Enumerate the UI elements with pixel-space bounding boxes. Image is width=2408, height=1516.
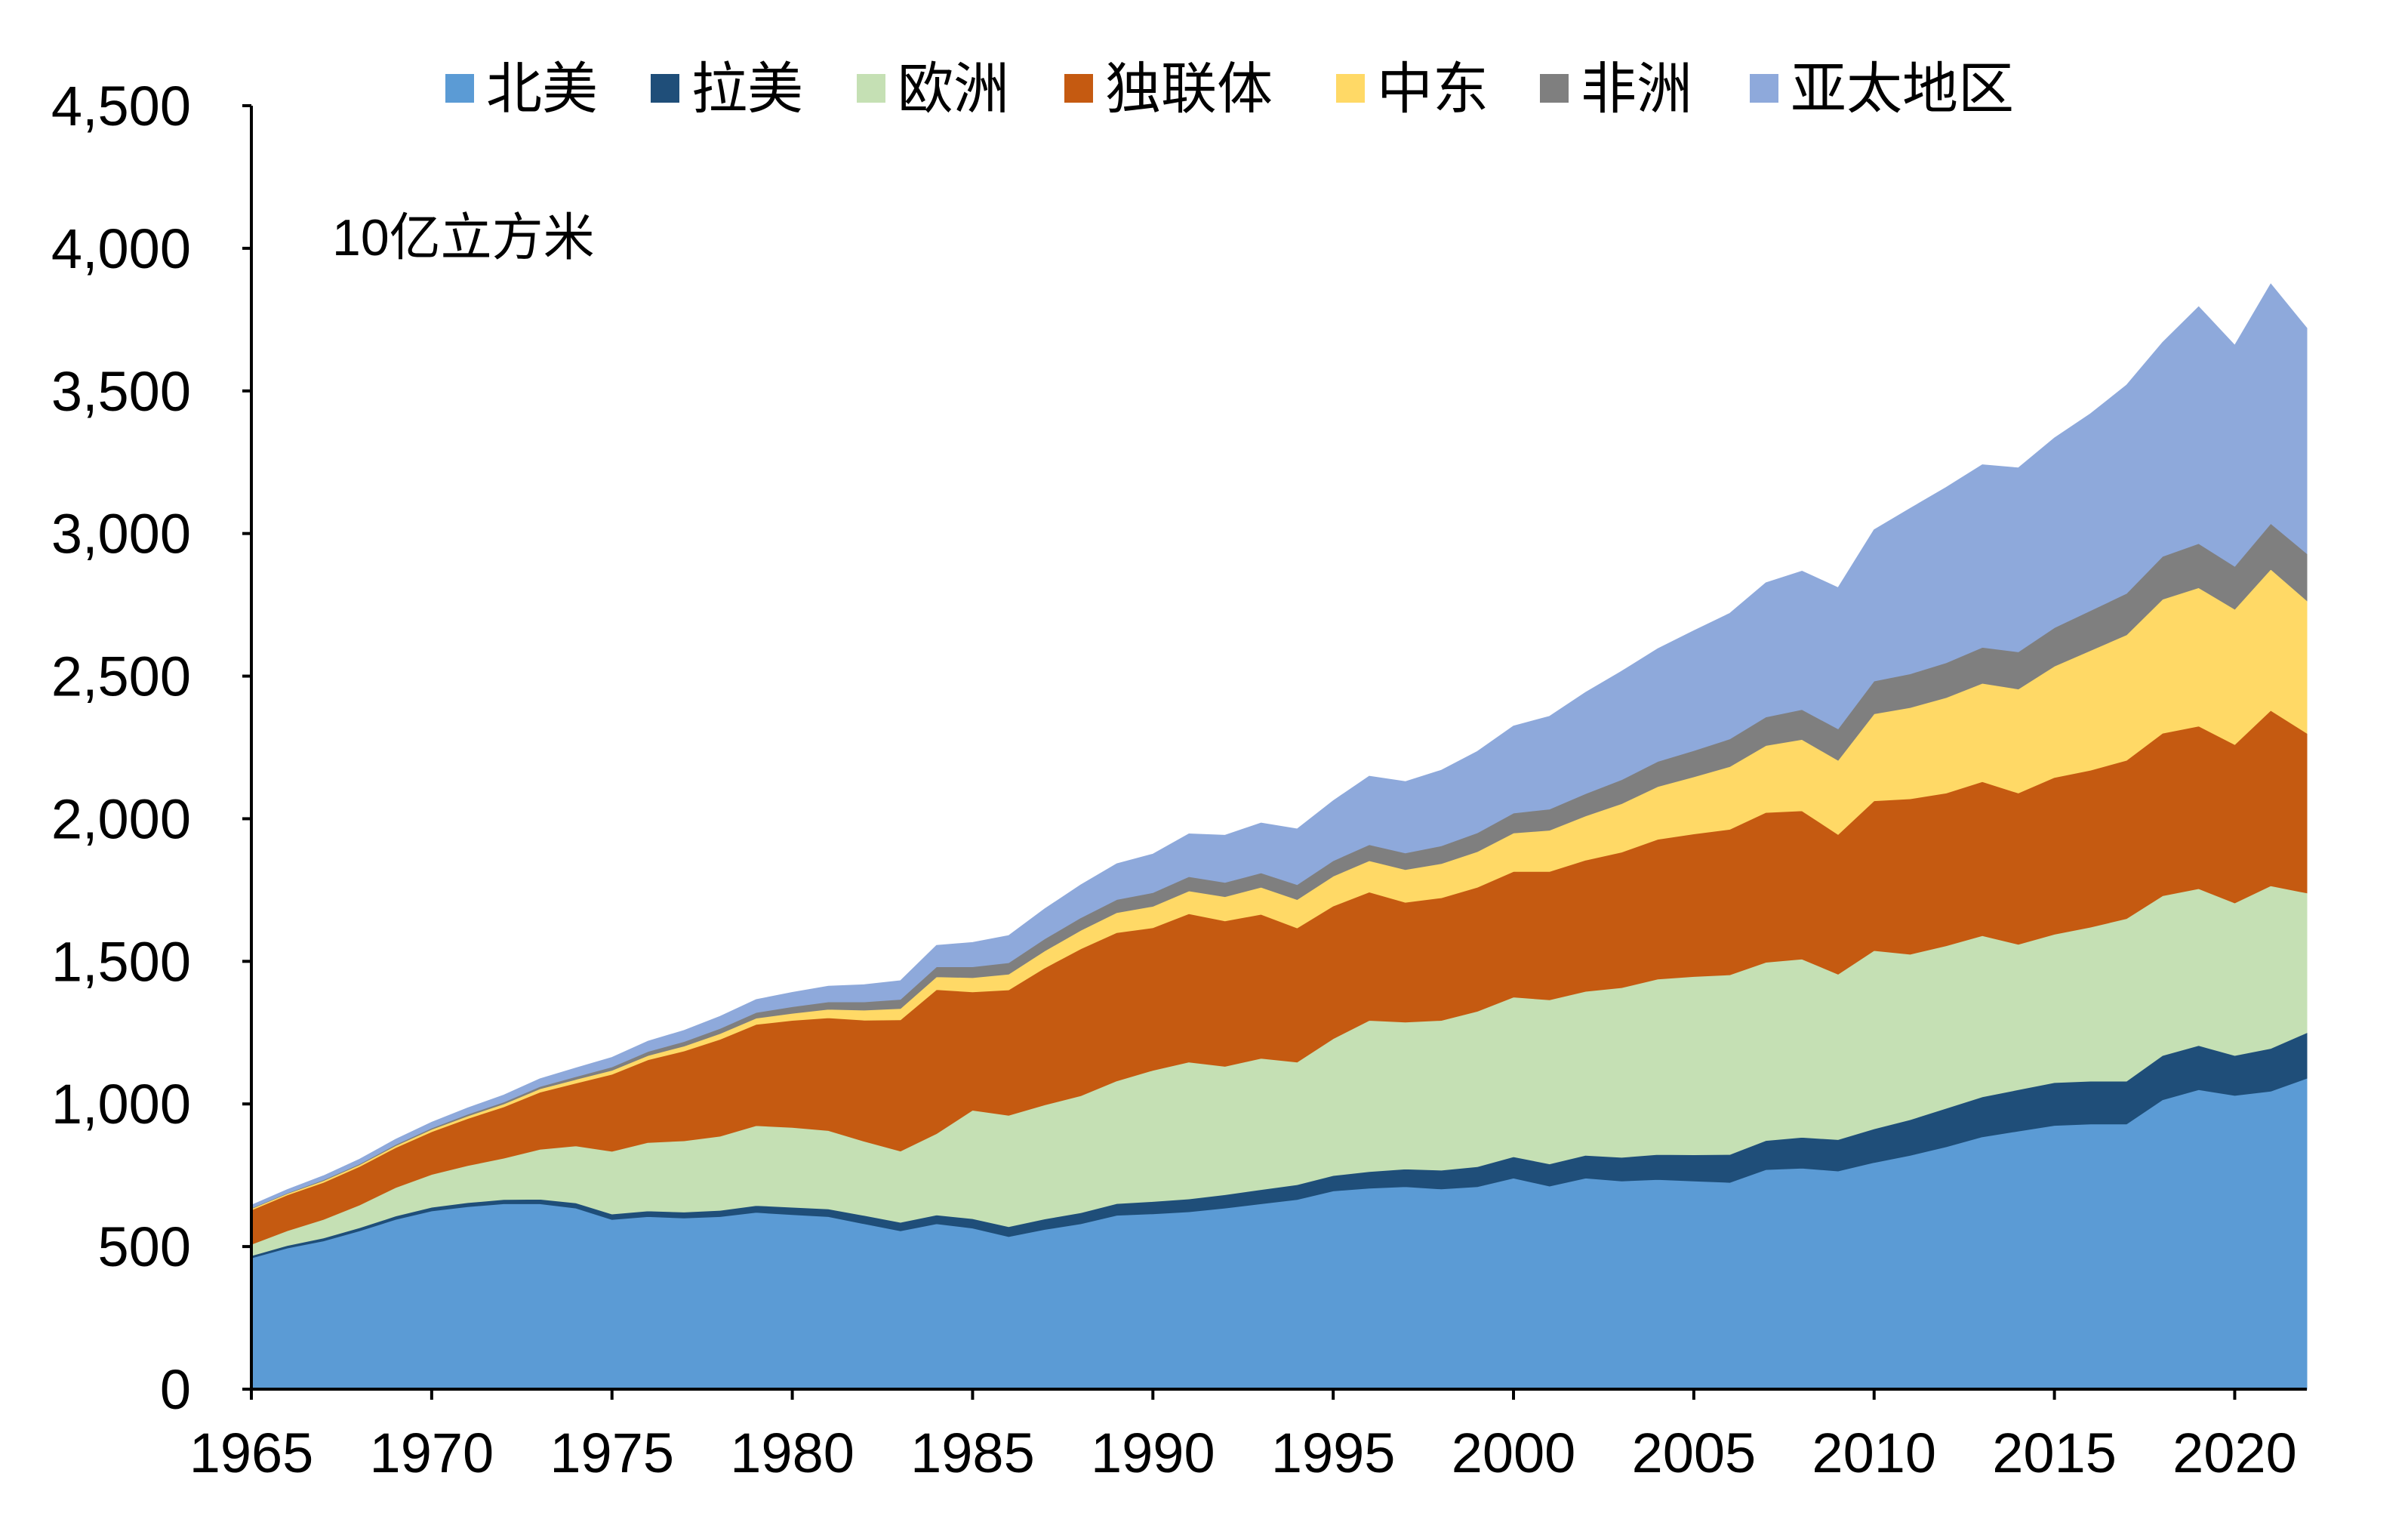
y-tick-label: 4,000	[51, 217, 191, 280]
x-tick-label: 1970	[370, 1422, 494, 1484]
x-tick-label: 1995	[1271, 1422, 1396, 1484]
legend-swatch	[445, 74, 474, 103]
y-tick-label: 0	[160, 1358, 191, 1421]
legend-label: 中东	[1377, 57, 1489, 120]
x-tick-label: 1985	[910, 1422, 1035, 1484]
legend-label: 亚太地区	[1791, 57, 2014, 120]
legend-item-1: 北美	[445, 57, 598, 120]
legend-swatch	[651, 74, 679, 103]
x-tick-label: 2015	[1992, 1422, 2117, 1484]
unit-label: 10亿立方米	[332, 209, 595, 267]
y-tick-label: 4,500	[51, 75, 191, 137]
legend-item-6: 非洲	[1540, 57, 1692, 120]
legend-label: 非洲	[1581, 57, 1692, 120]
axes-group	[242, 104, 2307, 1400]
legend-item-4: 独联体	[1064, 57, 1273, 120]
legend-swatch	[857, 74, 885, 103]
y-tick-label: 3,500	[51, 360, 191, 423]
y-tick-label: 2,000	[51, 787, 191, 850]
legend-swatch	[1750, 74, 1778, 103]
y-tick-label: 500	[98, 1216, 191, 1278]
x-tick-label: 2000	[1452, 1422, 1576, 1484]
y-tick-label: 1,000	[51, 1073, 191, 1135]
x-tick-label: 2020	[2172, 1422, 2297, 1484]
legend-label: 拉美	[691, 57, 803, 120]
area-series-7	[251, 283, 2308, 1209]
area-series-group	[251, 283, 2308, 1390]
legend-swatch	[1336, 74, 1365, 103]
x-tick-label: 1990	[1091, 1422, 1215, 1484]
legend-item-2: 拉美	[651, 57, 803, 120]
legend-swatch	[1540, 74, 1569, 103]
x-tick-label: 1980	[730, 1422, 855, 1484]
legend-item-7: 亚太地区	[1750, 57, 2014, 120]
legend-label: 独联体	[1105, 57, 1273, 120]
legend-item-3: 欧洲	[857, 57, 1009, 120]
legend-label: 欧洲	[898, 57, 1009, 120]
x-tick-label: 1965	[189, 1422, 314, 1484]
x-tick-label: 1975	[550, 1422, 674, 1484]
legend-swatch	[1064, 74, 1093, 103]
tick-labels-group: 0 500 1,000 1,500 2,000 2,500 3,000 3,500 4,000 4…	[51, 75, 2297, 1484]
y-tick-label: 2,500	[51, 646, 191, 708]
legend: 北美 拉美 欧洲 独联体 中东 非洲 亚太地区	[445, 57, 2014, 120]
x-tick-label: 2010	[1812, 1422, 1936, 1484]
legend-item-5: 中东	[1336, 57, 1489, 120]
y-tick-label: 3,000	[51, 503, 191, 565]
y-tick-label: 1,500	[51, 930, 191, 993]
x-tick-label: 2005	[1632, 1422, 1757, 1484]
legend-label: 北美	[486, 57, 598, 120]
